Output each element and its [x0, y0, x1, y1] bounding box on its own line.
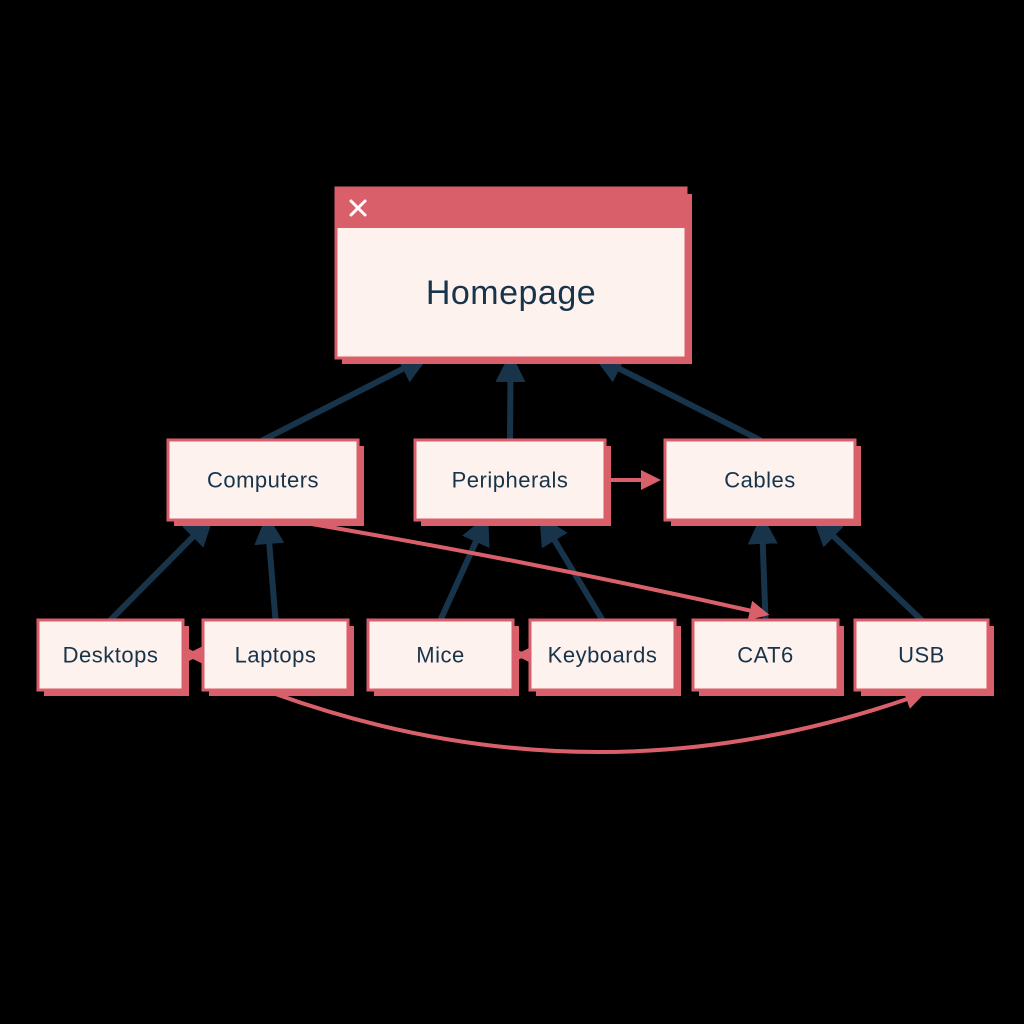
node-label-keyboards: Keyboards: [548, 643, 658, 668]
node-usb: USB: [855, 620, 994, 696]
node-cables: Cables: [665, 440, 861, 526]
sitemap-diagram: Homepage Computers Peripherals Cables Deskto…: [0, 0, 1024, 1024]
node-label-cat6: CAT6: [737, 643, 794, 668]
node-label-peripherals: Peripherals: [452, 468, 569, 493]
node-keyboards: Keyboards: [530, 620, 681, 696]
node-computers: Computers: [168, 440, 364, 526]
node-label-usb: USB: [898, 643, 945, 668]
node-homepage: Homepage: [336, 188, 692, 364]
node-label-cables: Cables: [724, 468, 795, 493]
node-label-laptops: Laptops: [235, 643, 317, 668]
node-label-computers: Computers: [207, 468, 319, 493]
node-desktops: Desktops: [38, 620, 189, 696]
node-mice: Mice: [368, 620, 519, 696]
node-peripherals: Peripherals: [415, 440, 611, 526]
node-label-desktops: Desktops: [63, 643, 159, 668]
node-label-homepage: Homepage: [426, 274, 596, 312]
node-cat6: CAT6: [693, 620, 844, 696]
node-label-mice: Mice: [416, 643, 464, 668]
node-laptops: Laptops: [203, 620, 354, 696]
